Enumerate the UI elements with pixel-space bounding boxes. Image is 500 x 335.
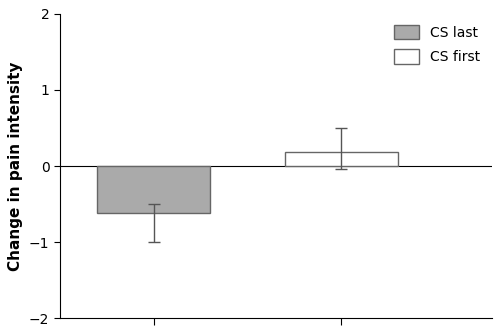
Y-axis label: Change in pain intensity: Change in pain intensity bbox=[8, 61, 24, 271]
Bar bbox=[285, 152, 398, 166]
Bar bbox=[98, 166, 210, 213]
Legend: CS last, CS first: CS last, CS first bbox=[390, 21, 484, 68]
